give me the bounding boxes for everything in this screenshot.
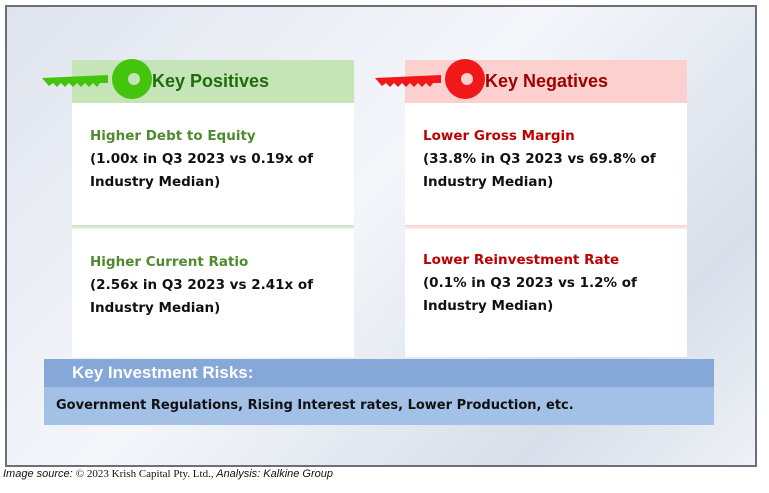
key-positives-panel: Key Positives Higher Debt to Equity (1.00… <box>42 59 354 357</box>
negative-item: Lower Reinvestment Rate (0.1% in Q3 2023 … <box>405 229 687 357</box>
key-positives-header: Key Positives <box>42 59 354 103</box>
risks-title: Key Investment Risks: <box>44 359 714 387</box>
item-detail: (0.1% in Q3 2023 vs 1.2% of Industry Med… <box>423 275 637 314</box>
item-detail: (1.00x in Q3 2023 vs 0.19x of Industry M… <box>90 151 314 190</box>
item-detail: (2.56x in Q3 2023 vs 2.41x of Industry M… <box>90 277 314 316</box>
image-source-caption: Image source: © 2023 Krish Capital Pty. … <box>3 468 333 480</box>
positive-item: Higher Current Ratio (2.56x in Q3 2023 vs… <box>72 229 354 357</box>
positive-item: Higher Debt to Equity (1.00x in Q3 2023 v… <box>72 103 354 225</box>
red-key-icon <box>375 59 485 99</box>
item-heading: Higher Debt to Equity <box>90 128 256 144</box>
green-key-icon <box>42 59 152 99</box>
key-positives-title: Key Positives <box>152 71 270 91</box>
key-negatives-title: Key Negatives <box>485 71 609 91</box>
source-owner: © 2023 Krish Capital Pty. Ltd., <box>75 468 214 480</box>
item-heading: Higher Current Ratio <box>90 254 249 270</box>
investment-risks-box: Key Investment Risks: Government Regulat… <box>44 359 714 425</box>
key-negatives-header: Key Negatives <box>375 59 687 103</box>
risks-body: Government Regulations, Rising Interest … <box>44 387 714 425</box>
item-heading: Lower Gross Margin <box>423 128 575 144</box>
source-prefix: Image source: <box>3 468 76 480</box>
divider <box>72 225 354 229</box>
negative-item: Lower Gross Margin (33.8% in Q3 2023 vs 6… <box>405 103 687 225</box>
divider <box>405 225 687 229</box>
item-detail: (33.8% in Q3 2023 vs 69.8% of Industry M… <box>423 151 656 190</box>
source-analysis: Analysis: Kalkine Group <box>213 468 334 480</box>
item-heading: Lower Reinvestment Rate <box>423 252 620 268</box>
key-negatives-panel: Key Negatives Lower Gross Margin (33.8% i… <box>375 59 687 357</box>
